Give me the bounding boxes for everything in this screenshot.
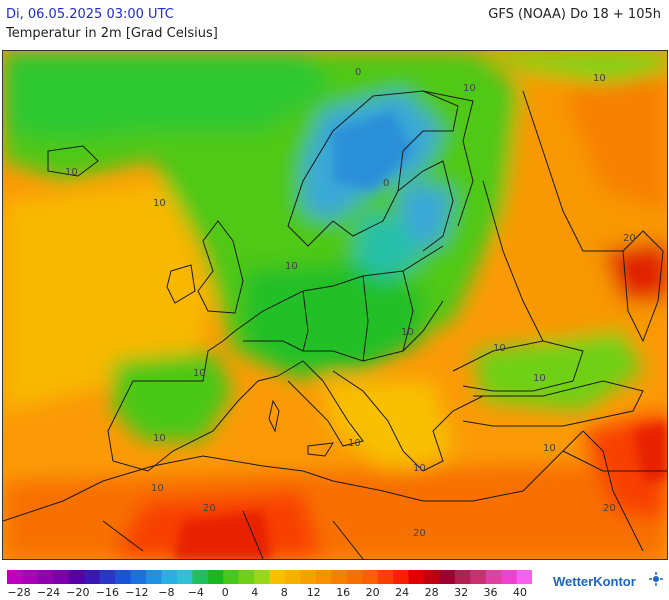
legend-swatch [423, 570, 440, 584]
parameter-label: Temperatur in 2m [Grad Celsius] [6, 26, 218, 41]
legend-tick-label: 28 [424, 586, 439, 599]
legend-swatch [300, 570, 317, 584]
contour-label: 0 [383, 178, 389, 189]
legend-tick-label: 4 [251, 586, 259, 599]
color-legend: −28 −24 −20 −16 −12 −8 −4 0 4 8 12 16 20 24 28 32 36 40 [7, 570, 532, 600]
contour-label: 10 [463, 83, 476, 94]
legend-swatch [377, 570, 394, 584]
contour-label: 10 [413, 463, 426, 474]
legend-tick-label: −24 [36, 586, 61, 599]
legend-tick-label: −16 [95, 586, 119, 599]
model-run-label: GFS (NOAA) Do 18 + 105h [488, 7, 661, 22]
contour-label: 10 [593, 73, 606, 84]
contour-label: 10 [153, 198, 166, 209]
legend-swatch [393, 570, 409, 584]
legend-swatch [84, 570, 101, 584]
legend-swatch [22, 570, 39, 584]
contour-label: 10 [151, 483, 164, 494]
legend-swatch [439, 570, 456, 584]
contour-label: 20 [203, 503, 216, 514]
contour-label: 10 [65, 167, 78, 178]
legend-swatch [223, 570, 240, 584]
coastlines [3, 90, 667, 559]
legend-swatch [53, 570, 70, 584]
legend-swatch [130, 570, 147, 584]
legend-swatch [238, 570, 255, 584]
contour-label: 10 [193, 368, 206, 379]
legend-swatch [254, 570, 270, 584]
map-canvas: 10 10 10 10 10 10 10 10 10 0 0 10 10 10 … [3, 51, 667, 559]
temperature-map: 10 10 10 10 10 10 10 10 10 0 0 10 10 10 … [2, 50, 668, 560]
legend-swatch [284, 570, 301, 584]
legend-tick-label: 8 [280, 586, 288, 599]
header: Di, 06.05.2025 03:00 UTC GFS (NOAA) Do 1… [0, 0, 669, 50]
logo-icon [649, 572, 663, 586]
legend-swatch [207, 570, 224, 584]
contour-label: 0 [355, 67, 361, 78]
legend-swatch [315, 570, 332, 584]
contour-label: 10 [543, 443, 556, 454]
legend-tick-label: 24 [395, 586, 410, 599]
legend-tick-labels: −28 −24 −20 −16 −12 −8 −4 0 4 8 12 16 20 24 28 32 36 40 [7, 586, 532, 600]
legend-tick-label: 12 [306, 586, 321, 599]
legend-swatch [331, 570, 348, 584]
legend-swatch [485, 570, 502, 584]
legend-swatch [68, 570, 85, 584]
legend-swatch [7, 570, 23, 584]
legend-tick-label: 0 [221, 586, 229, 599]
legend-tick-label: −4 [187, 586, 204, 599]
legend-swatch [176, 570, 193, 584]
legend-tick-label: 20 [365, 586, 380, 599]
legend-swatch [37, 570, 54, 584]
forecast-datetime: Di, 06.05.2025 03:00 UTC [6, 7, 174, 22]
legend-tick-label: −8 [158, 586, 175, 599]
wetterkontor-logo: WetterKontor [553, 572, 663, 594]
contour-label: 20 [623, 233, 636, 244]
legend-swatch [516, 570, 532, 584]
legend-tick-label: −12 [125, 586, 149, 599]
legend-swatch [115, 570, 132, 584]
logo-text: WetterKontor [553, 574, 636, 589]
contour-label: 10 [401, 327, 414, 338]
legend-swatch [161, 570, 178, 584]
legend-swatch [501, 570, 518, 584]
legend-swatch [192, 570, 209, 584]
contour-label: 10 [533, 373, 546, 384]
contour-label: 20 [603, 503, 616, 514]
legend-tick-label: −20 [66, 586, 90, 599]
legend-tick-label: 36 [483, 586, 498, 599]
contour-label: 10 [493, 343, 506, 354]
legend-swatch [145, 570, 162, 584]
legend-swatch [454, 570, 471, 584]
contour-label: 10 [285, 261, 298, 272]
legend-swatch [269, 570, 286, 584]
legend-color-bar [7, 570, 532, 584]
legend-swatch [362, 570, 379, 584]
contour-label: 10 [348, 438, 361, 449]
legend-swatch [346, 570, 363, 584]
temperature-field [3, 51, 667, 559]
legend-tick-label: 16 [336, 586, 351, 599]
legend-swatch [408, 570, 425, 584]
legend-tick-label: 40 [513, 586, 527, 599]
legend-swatch [470, 570, 487, 584]
legend-tick-label: −28 [7, 586, 31, 599]
contour-labels: 10 10 10 10 10 10 10 10 10 0 0 10 10 10 … [65, 67, 636, 539]
legend-swatch [99, 570, 116, 584]
contour-label: 20 [413, 528, 426, 539]
legend-tick-label: 32 [454, 586, 469, 599]
contour-label: 10 [153, 433, 166, 444]
